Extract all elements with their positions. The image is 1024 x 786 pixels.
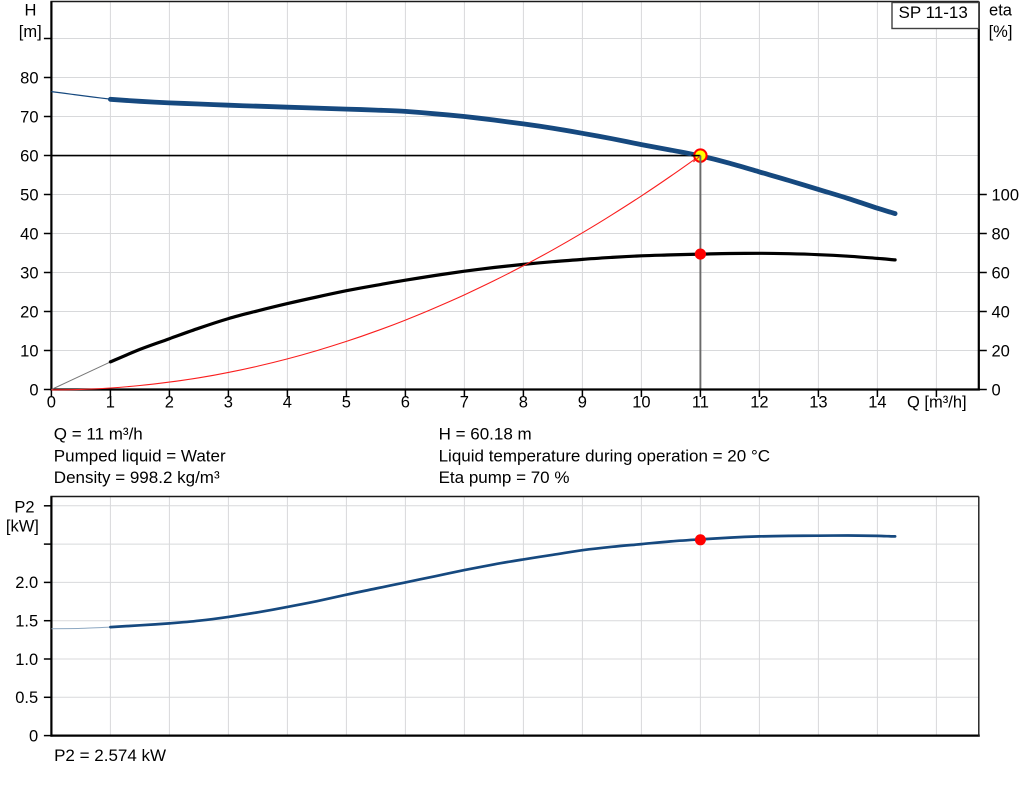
svg-text:[%]: [%] [989,23,1013,41]
svg-text:P2: P2 [14,499,34,517]
svg-text:2: 2 [165,393,174,411]
svg-text:10: 10 [632,393,650,411]
svg-text:SP 11-13: SP 11-13 [899,3,968,22]
svg-text:[kW]: [kW] [6,518,39,536]
svg-text:0.5: 0.5 [15,689,38,707]
svg-text:100: 100 [992,186,1020,204]
svg-text:13: 13 [809,393,827,411]
svg-text:P2 = 2.574 kW: P2 = 2.574 kW [54,746,166,765]
svg-text:Density = 998.2 kg/m³: Density = 998.2 kg/m³ [54,468,220,487]
svg-text:1.5: 1.5 [15,613,38,631]
svg-text:20: 20 [992,342,1010,360]
svg-text:70: 70 [20,108,38,126]
svg-text:Q [m³/h]: Q [m³/h] [907,393,967,411]
svg-text:12: 12 [750,393,768,411]
svg-text:8: 8 [519,393,528,411]
svg-text:10: 10 [20,342,38,360]
svg-text:0: 0 [29,381,38,399]
svg-text:60: 60 [20,147,38,165]
svg-text:Liquid temperature during oper: Liquid temperature during operation = 20… [439,446,770,465]
svg-text:11: 11 [692,393,709,411]
svg-text:H = 60.18 m: H = 60.18 m [439,425,532,444]
svg-text:2.0: 2.0 [15,574,38,592]
svg-text:1.0: 1.0 [15,651,38,669]
svg-text:4: 4 [283,393,292,411]
svg-text:0: 0 [992,381,1001,399]
svg-text:80: 80 [20,69,38,87]
svg-text:14: 14 [868,393,886,411]
svg-text:1: 1 [106,393,115,411]
svg-text:50: 50 [20,186,38,204]
svg-text:60: 60 [992,264,1010,282]
svg-text:0: 0 [47,393,56,411]
svg-text:0: 0 [29,727,38,745]
svg-text:40: 40 [992,303,1010,321]
svg-text:Q = 11 m³/h: Q = 11 m³/h [54,425,143,444]
svg-text:Pumped liquid = Water: Pumped liquid = Water [54,446,226,465]
svg-text:eta: eta [989,1,1013,19]
svg-text:80: 80 [992,225,1010,243]
svg-text:20: 20 [20,303,38,321]
svg-text:H: H [25,1,37,19]
svg-text:9: 9 [578,393,587,411]
svg-text:30: 30 [20,264,38,282]
svg-text:5: 5 [342,393,351,411]
svg-text:Eta pump = 70 %: Eta pump = 70 % [439,468,570,487]
svg-text:3: 3 [224,393,233,411]
svg-text:6: 6 [401,393,410,411]
svg-text:[m]: [m] [19,23,42,41]
svg-text:7: 7 [460,393,469,411]
svg-text:40: 40 [20,225,38,243]
